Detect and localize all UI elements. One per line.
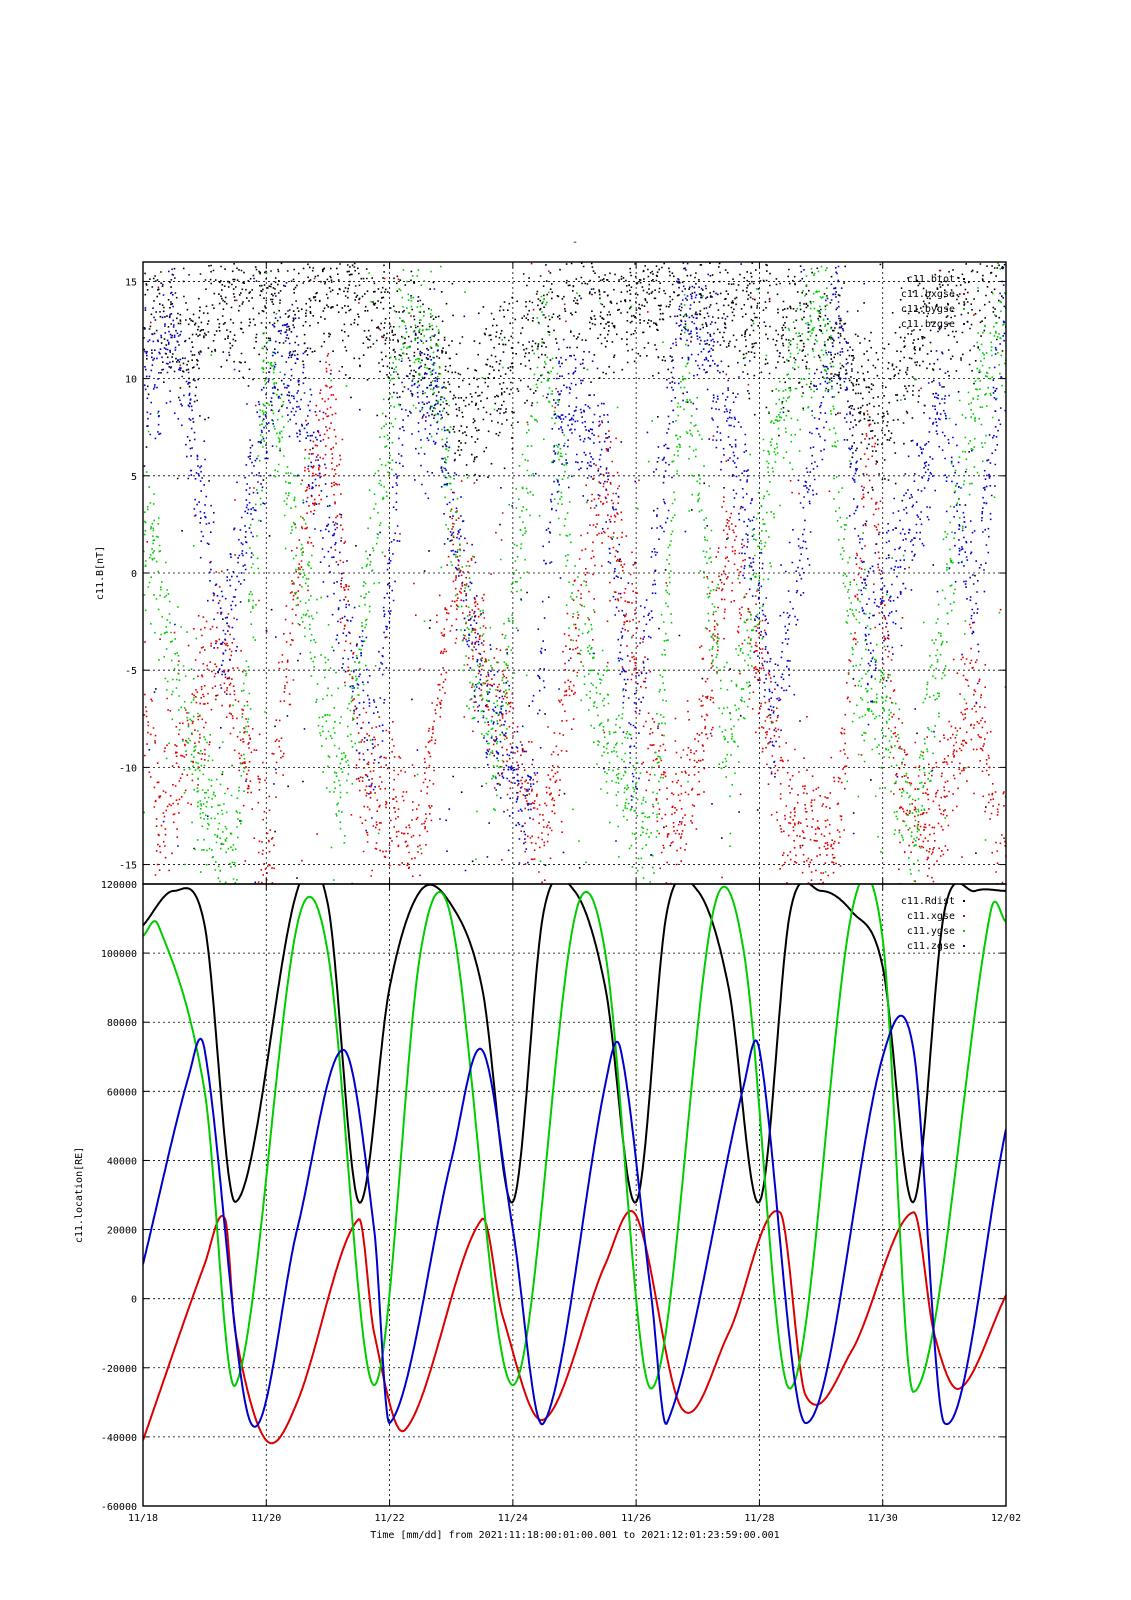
y-tick-label: -15 (119, 861, 137, 872)
y-axis-label: c11.location[RE] (74, 1147, 85, 1243)
x-tick-label: 11/24 (498, 1513, 528, 1524)
legend-label: c11.bxgse (901, 289, 955, 300)
y-tick-label: -40000 (101, 1433, 137, 1444)
y-tick-label: 10 (125, 375, 137, 386)
plot-area (143, 884, 1006, 1445)
legend-label: c11.ygse (907, 926, 955, 937)
legend-label: c11.zgse (907, 941, 955, 952)
legend-marker (963, 323, 965, 325)
y-tick-label: 0 (131, 1295, 137, 1306)
x-tick-label: 11/28 (744, 1513, 774, 1524)
y-tick-label: 20000 (107, 1226, 137, 1237)
legend-marker (963, 900, 965, 902)
x-tick-label: 11/18 (128, 1513, 158, 1524)
y-tick-label: -10 (119, 763, 137, 774)
y-tick-label: 60000 (107, 1087, 137, 1098)
legend-marker (963, 308, 965, 310)
legend-label: c11.bygse (901, 304, 955, 315)
legend-marker (963, 278, 965, 280)
legend-marker (963, 945, 965, 947)
series-line (143, 884, 1006, 1204)
y-tick-label: 5 (131, 472, 137, 483)
magnetic-field-panel: -15 -10 -5 0 5 10 15 c11.B[nT] c11.btot c11.bxgse… (95, 261, 1007, 885)
series-c11-ygse (143, 884, 1006, 1393)
series-c11-xgse (143, 1209, 1006, 1445)
y-tick-label: 15 (125, 277, 137, 288)
x-tick-label: 12/02 (991, 1513, 1021, 1524)
series-line (143, 1209, 1006, 1445)
y-tick-label: 120000 (101, 880, 137, 891)
series-c11-btot (143, 262, 1006, 879)
time-axis: 11/18 11/20 11/22 11/24 11/26 11/28 11/30 12/02 (128, 1513, 1021, 1524)
legend-label: c11.xgse (907, 911, 955, 922)
x-tick-label: 11/20 (251, 1513, 281, 1524)
series-line (143, 884, 1006, 1393)
y-tick-label: -20000 (101, 1364, 137, 1375)
figure-title: - (572, 237, 578, 248)
legend-marker (963, 930, 965, 932)
series-c11-Rdist (143, 884, 1006, 1204)
plot-area (143, 262, 1006, 884)
y-tick-label: 0 (131, 569, 137, 580)
series-line (143, 1014, 1006, 1428)
y-tick-label: 40000 (107, 1156, 137, 1167)
scatter-points (143, 262, 1006, 879)
y-axis-label: c11.B[nT] (95, 546, 106, 600)
y-tick-label: 80000 (107, 1018, 137, 1029)
legend-marker (963, 293, 965, 295)
scatter-points (143, 262, 1006, 884)
legend-marker (963, 915, 965, 917)
location-panel: -60000 -40000 -20000 0 20000 40000 60000 80000 1… (74, 880, 1007, 1513)
x-tick-label: 11/22 (375, 1513, 405, 1524)
legend-label: c11.bzgse (901, 319, 955, 330)
x-tick-label: 11/30 (868, 1513, 898, 1524)
series-c11-zgse (143, 1014, 1006, 1428)
time-axis-label: Time [mm/dd] from 2021:11:18:00:01:00.00… (370, 1530, 779, 1541)
series-c11-bzgse (143, 262, 1006, 884)
legend-label: c11.Rdist (901, 896, 955, 907)
panel-frame (142, 883, 1007, 1507)
y-tick-label: -5 (125, 666, 137, 677)
legend-label: c11.btot (907, 274, 955, 285)
y-tick-label: 100000 (101, 949, 137, 960)
y-tick-label: -60000 (101, 1502, 137, 1513)
x-tick-label: 11/26 (621, 1513, 651, 1524)
